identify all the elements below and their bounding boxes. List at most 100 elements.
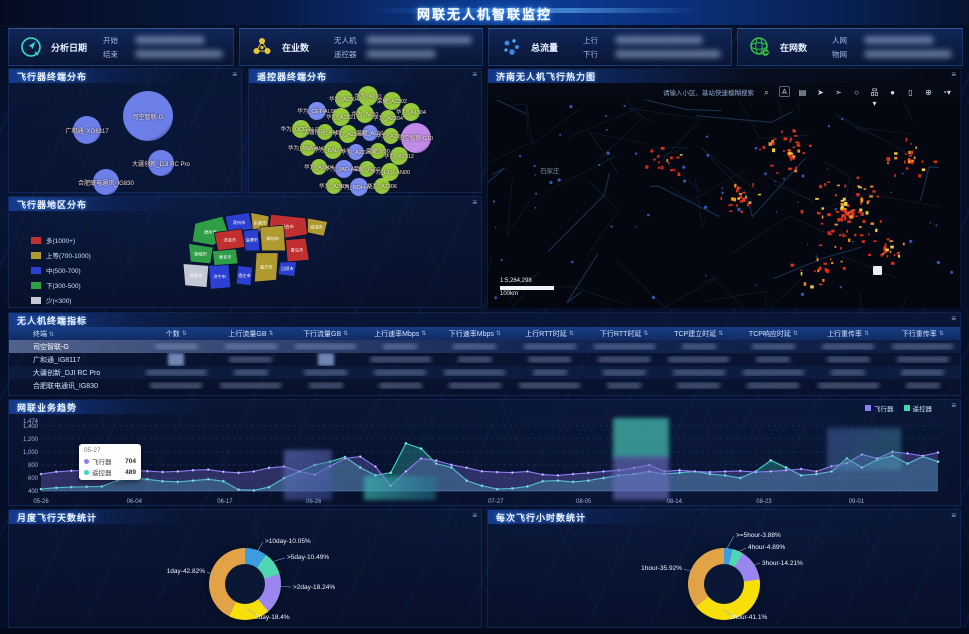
legend-item-遥控器[interactable]: 遥控器 — [903, 403, 932, 413]
bubble-司空智联-G[interactable]: 司空智联-G — [123, 91, 173, 141]
bubble-华为_A2204[interactable]: 华为_A2204 — [304, 159, 334, 175]
sort-icon[interactable]: ⇅ — [643, 331, 649, 337]
column-header-下行流量GB[interactable]: 下行流量GB ⇅ — [303, 330, 349, 338]
topology-icon[interactable]: 品▾ — [870, 88, 879, 108]
bubble-华为_ANA-AL00[interactable]: 华为_ANA-AL00 — [288, 140, 328, 156]
bubble-华为_A2215[interactable]: 华为_A2215 — [376, 128, 406, 144]
sort-icon[interactable]: ⇅ — [568, 331, 574, 337]
column-header-下行RTT时延[interactable]: 下行RTT时延 ⇅ — [599, 330, 649, 338]
bubble-华为_A1304[interactable]: 华为_A1304 — [396, 103, 426, 121]
column-header-上行流量GB[interactable]: 上行流量GB ⇅ — [228, 330, 274, 338]
bubble-合肥联电通讯_IG830[interactable]: 合肥联电通讯_IG830 — [78, 169, 134, 195]
region-青岛市[interactable] — [285, 237, 310, 263]
region-菏泽市[interactable] — [182, 263, 210, 288]
sphere-icon[interactable]: ● — [890, 88, 895, 97]
sort-icon[interactable]: ⇅ — [938, 331, 944, 337]
panel-menu-icon[interactable]: ≡ — [951, 401, 956, 410]
bubble-大疆创新_RM500[interactable]: 大疆创新_RM500 — [304, 124, 346, 140]
region-临沂市[interactable] — [254, 252, 279, 283]
region-枣庄市[interactable] — [235, 265, 253, 287]
sort-icon[interactable]: ⇅ — [864, 331, 870, 337]
sort-icon[interactable]: ⇅ — [718, 331, 724, 337]
region-潍坊市[interactable] — [259, 224, 286, 252]
panel-menu-icon[interactable]: ≡ — [472, 70, 477, 79]
drag-arrow-icon[interactable]: ➣ — [835, 88, 842, 97]
column-header-个数[interactable]: 个数 ⇅ — [165, 330, 187, 338]
column-header-TCP建立时延[interactable]: TCP建立时延 ⇅ — [674, 330, 724, 338]
bubble-华为_A2304[interactable]: 华为_A2304 — [373, 110, 403, 126]
bubble-华为_A2404[interactable]: 华为_A2404 — [319, 178, 349, 194]
sort-icon[interactable]: ⇅ — [421, 331, 427, 337]
a-label-icon[interactable]: A — [779, 86, 790, 97]
sort-icon[interactable]: ⇅ — [181, 331, 187, 337]
svg-text:1,400: 1,400 — [23, 424, 39, 430]
panel-region-distribution: 飞行器地区分布 ≡ 多(1000+) 上等(700-1000) 中(500-700)… — [8, 196, 482, 308]
heatmap-canvas[interactable] — [488, 100, 960, 308]
panel-menu-icon[interactable]: ≡ — [472, 198, 477, 207]
bubble-华为_A2306[interactable]: 华为_A2306 — [367, 178, 397, 194]
column-header-下行速率Mbps[interactable]: 下行速率Mbps ⇅ — [448, 330, 501, 338]
column-header-TCP响应时延[interactable]: TCP响应时延 ⇅ — [748, 330, 798, 338]
bubble-荣耀_V30[interactable]: 荣耀_V30 — [366, 143, 390, 159]
column-header-终端[interactable]: 终端 ⇅ — [33, 330, 55, 338]
bubble-华为_BAL-AL00[interactable]: 华为_BAL-AL00 — [313, 141, 353, 159]
layers-icon[interactable]: ▤ — [798, 88, 807, 97]
region-泰安市[interactable] — [211, 248, 239, 266]
rc-bubble-chart[interactable]: 华为_A2304 华为_AL10 荣耀_A2302 华为_CET-AL00 华为_A22… — [249, 83, 481, 196]
bubble-华为_A2318[interactable]: 华为_A2318 — [333, 125, 363, 143]
bubble-华为_ELS-AN00[interactable]: 华为_ELS-AN00 — [370, 163, 410, 181]
pie-icon[interactable]: ◔▾ — [942, 88, 951, 97]
sort-icon[interactable]: ⇅ — [49, 331, 55, 338]
sort-icon[interactable]: ⇅ — [343, 331, 349, 337]
select-arrow-icon[interactable]: ➤ — [817, 88, 824, 97]
panel-menu-icon[interactable]: ≡ — [951, 314, 956, 323]
bubble-华为_OCE-AL00[interactable]: 华为_OCE-AL00 — [281, 120, 321, 138]
column-header-上行RTT时延[interactable]: 上行RTT时延 ⇅ — [525, 330, 574, 338]
bubble-华为_AL50[interactable]: 华为_AL50 — [352, 105, 378, 123]
bubble-华为_JAD-AL50[interactable]: 华为_JAD-AL50 — [324, 160, 364, 178]
bubble-荣耀_AL10[interactable]: 荣耀_AL10 — [354, 161, 380, 177]
panel-menu-icon[interactable]: ≡ — [472, 511, 477, 520]
book-icon[interactable]: ▯ — [908, 88, 913, 97]
column-header-上行速率Mbps[interactable]: 上行速率Mbps ⇅ — [374, 330, 427, 338]
panel-menu-icon[interactable]: ≡ — [232, 70, 237, 79]
legend-item-飞行器[interactable]: 飞行器 — [865, 403, 894, 413]
region-聊城市[interactable] — [188, 243, 214, 265]
region-淄博市[interactable] — [243, 228, 261, 252]
sort-icon[interactable]: ⇅ — [495, 331, 501, 337]
bubble-广和通_XG6317[interactable]: 广和通_XG6317 — [65, 116, 109, 144]
region-日照市[interactable] — [277, 261, 297, 277]
sort-icon[interactable]: ⇅ — [268, 331, 274, 337]
table-row-大疆创新_DJI RC Pro[interactable]: 大疆创新_DJI RC Pro — [9, 366, 960, 379]
panel-menu-icon[interactable]: ≡ — [951, 511, 956, 520]
bubble-荣耀_A2302[interactable]: 荣耀_A2302 — [377, 92, 407, 110]
region-威海市[interactable] — [307, 217, 329, 237]
column-header-下行重传率[interactable]: 下行重传率 ⇅ — [901, 330, 944, 338]
bubble-华为_A2312[interactable]: 华为_A2312 — [384, 147, 414, 165]
value-blurred — [295, 343, 357, 350]
bubble-华为_A2304[interactable]: 华为_A2304 — [329, 90, 359, 108]
bubble-荣耀_AL00[interactable]: 荣耀_AL00 — [357, 125, 383, 141]
sort-icon[interactable]: ⇅ — [792, 331, 798, 337]
map-search-input[interactable]: 请输入小区、基站快速模糊搜索 — [663, 89, 754, 97]
bubble-华为_CET-AL00[interactable]: 华为_CET-AL00 — [297, 102, 337, 120]
bubble-华为_NOH-AL00[interactable]: 华为_NOH-AL00 — [339, 178, 379, 196]
bubble-司空智联-G10[interactable]: 司空智联-G10 — [399, 123, 433, 153]
column-header-上行重传率[interactable]: 上行重传率 ⇅ — [827, 330, 870, 338]
panel-menu-icon[interactable]: ≡ — [951, 70, 956, 79]
table-row-司空智联-G[interactable]: 司空智联-G — [9, 340, 960, 353]
network-icon[interactable]: ⊕ — [925, 88, 932, 97]
bubble-华为_A2221[interactable]: 华为_A2221 — [326, 108, 356, 126]
flyer-bubble-chart[interactable]: 司空智联-G 广和通_XG6317 大疆创新_DJI RC Pro 合肥联电通讯_IG… — [9, 83, 241, 195]
bubble-华为_AL10[interactable]: 华为_AL10 — [355, 86, 381, 106]
table-row-合肥联电通讯_IG830[interactable]: 合肥联电通讯_IG830 — [9, 379, 960, 392]
bubble-华为_A2221[interactable]: 华为_A2221 — [341, 144, 371, 160]
map-control-button[interactable] — [873, 266, 882, 275]
bubble-大疆创新_DJI RC Pro[interactable]: 大疆创新_DJI RC Pro — [132, 150, 190, 176]
panel-terminal-metrics: 无人机终端指标 ≡ 终端 ⇅ 个数 ⇅ 上行流量GB ⇅ 下行流量GB ⇅ 上行速率Mbps ⇅ 下… — [8, 312, 961, 396]
circle-select-icon[interactable]: ○ — [854, 88, 859, 97]
table-row-广和通_IG8117[interactable]: 广和通_IG8117 — [9, 353, 960, 366]
search-icon[interactable]: ⌕ — [764, 88, 769, 97]
